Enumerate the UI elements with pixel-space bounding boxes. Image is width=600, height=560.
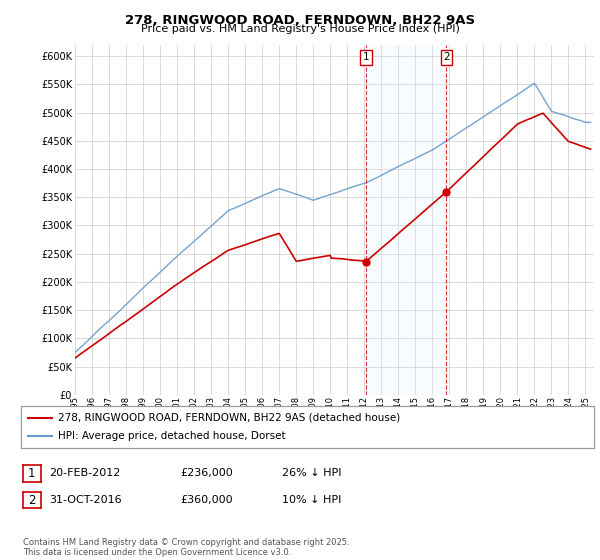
Text: Price paid vs. HM Land Registry's House Price Index (HPI): Price paid vs. HM Land Registry's House … <box>140 24 460 34</box>
Text: 20-FEB-2012: 20-FEB-2012 <box>49 468 121 478</box>
Text: 1: 1 <box>363 52 370 62</box>
Text: 10% ↓ HPI: 10% ↓ HPI <box>282 494 341 505</box>
Text: 2: 2 <box>443 52 450 62</box>
Text: 26% ↓ HPI: 26% ↓ HPI <box>282 468 341 478</box>
Text: 2: 2 <box>28 493 35 507</box>
Text: HPI: Average price, detached house, Dorset: HPI: Average price, detached house, Dors… <box>58 431 286 441</box>
Text: 1: 1 <box>28 467 35 480</box>
Text: £236,000: £236,000 <box>180 468 233 478</box>
Text: Contains HM Land Registry data © Crown copyright and database right 2025.
This d: Contains HM Land Registry data © Crown c… <box>23 538 349 557</box>
Text: 278, RINGWOOD ROAD, FERNDOWN, BH22 9AS: 278, RINGWOOD ROAD, FERNDOWN, BH22 9AS <box>125 14 475 27</box>
Text: £360,000: £360,000 <box>180 494 233 505</box>
Bar <box>367 45 446 395</box>
Text: 278, RINGWOOD ROAD, FERNDOWN, BH22 9AS (detached house): 278, RINGWOOD ROAD, FERNDOWN, BH22 9AS (… <box>58 413 400 423</box>
Text: 31-OCT-2016: 31-OCT-2016 <box>49 494 122 505</box>
